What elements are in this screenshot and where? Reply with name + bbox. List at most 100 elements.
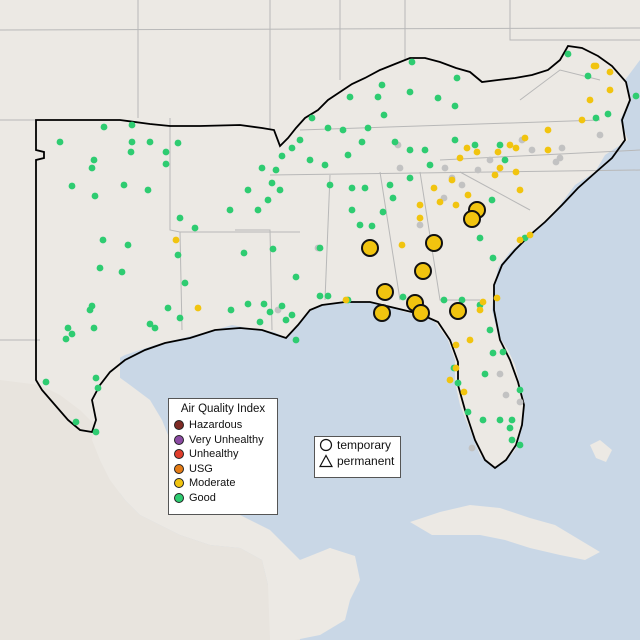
monitor-good[interactable] <box>391 138 399 146</box>
monitor-good[interactable] <box>489 254 497 262</box>
monitor-good[interactable] <box>62 335 70 343</box>
monitor-moderate[interactable] <box>172 236 180 244</box>
monitor-good[interactable] <box>288 144 296 152</box>
monitor-good[interactable] <box>358 138 366 146</box>
monitor-good[interactable] <box>151 324 159 332</box>
monitor-good[interactable] <box>91 192 99 200</box>
monitor-nodata[interactable] <box>474 166 482 174</box>
monitor-moderate[interactable] <box>544 126 552 134</box>
monitor-good[interactable] <box>464 408 472 416</box>
monitor-good[interactable] <box>276 186 284 194</box>
monitor-good[interactable] <box>296 136 304 144</box>
monitor-good[interactable] <box>374 93 382 101</box>
monitor-good[interactable] <box>380 111 388 119</box>
monitor-good[interactable] <box>272 166 280 174</box>
monitor-good[interactable] <box>240 249 248 257</box>
monitor-moderate[interactable] <box>456 154 464 162</box>
temporary-monitor[interactable] <box>425 234 443 252</box>
monitor-good[interactable] <box>501 156 509 164</box>
monitor-good[interactable] <box>348 184 356 192</box>
monitor-good[interactable] <box>308 114 316 122</box>
monitor-good[interactable] <box>508 416 516 424</box>
monitor-good[interactable] <box>516 441 524 449</box>
monitor-good[interactable] <box>176 214 184 222</box>
monitor-moderate[interactable] <box>452 364 460 372</box>
monitor-good[interactable] <box>458 296 466 304</box>
monitor-good[interactable] <box>399 293 407 301</box>
monitor-moderate[interactable] <box>452 201 460 209</box>
monitor-good[interactable] <box>408 58 416 66</box>
monitor-good[interactable] <box>451 136 459 144</box>
monitor-good[interactable] <box>508 436 516 444</box>
monitor-nodata[interactable] <box>441 164 449 172</box>
monitor-moderate[interactable] <box>496 164 504 172</box>
monitor-good[interactable] <box>278 302 286 310</box>
monitor-moderate[interactable] <box>590 62 598 70</box>
monitor-good[interactable] <box>264 196 272 204</box>
monitor-good[interactable] <box>127 148 135 156</box>
monitor-good[interactable] <box>364 124 372 132</box>
monitor-moderate[interactable] <box>464 191 472 199</box>
monitor-moderate[interactable] <box>342 296 350 304</box>
monitor-moderate[interactable] <box>476 306 484 314</box>
monitor-good[interactable] <box>476 234 484 242</box>
monitor-good[interactable] <box>406 174 414 182</box>
monitor-good[interactable] <box>321 161 329 169</box>
monitor-good[interactable] <box>266 308 274 316</box>
monitor-good[interactable] <box>282 316 290 324</box>
monitor-moderate[interactable] <box>606 68 614 76</box>
monitor-nodata[interactable] <box>558 144 566 152</box>
monitor-good[interactable] <box>499 348 507 356</box>
monitor-good[interactable] <box>174 139 182 147</box>
monitor-good[interactable] <box>426 161 434 169</box>
monitor-good[interactable] <box>86 306 94 314</box>
monitor-good[interactable] <box>356 221 364 229</box>
monitor-good[interactable] <box>128 121 136 129</box>
monitor-good[interactable] <box>486 326 494 334</box>
monitor-moderate[interactable] <box>586 96 594 104</box>
monitor-good[interactable] <box>56 138 64 146</box>
monitor-good[interactable] <box>389 194 397 202</box>
monitor-good[interactable] <box>268 179 276 187</box>
monitor-moderate[interactable] <box>544 146 552 154</box>
monitor-moderate[interactable] <box>452 341 460 349</box>
monitor-good[interactable] <box>260 300 268 308</box>
monitor-good[interactable] <box>162 148 170 156</box>
monitor-good[interactable] <box>181 279 189 287</box>
monitor-good[interactable] <box>496 141 504 149</box>
monitor-nodata[interactable] <box>552 158 560 166</box>
monitor-moderate[interactable] <box>516 236 524 244</box>
monitor-good[interactable] <box>144 186 152 194</box>
monitor-nodata[interactable] <box>486 156 494 164</box>
monitor-good[interactable] <box>176 314 184 322</box>
monitor-good[interactable] <box>68 182 76 190</box>
monitor-nodata[interactable] <box>458 181 466 189</box>
monitor-good[interactable] <box>191 224 199 232</box>
monitor-good[interactable] <box>632 92 640 100</box>
monitor-nodata[interactable] <box>596 131 604 139</box>
monitor-good[interactable] <box>516 386 524 394</box>
monitor-nodata[interactable] <box>468 444 476 452</box>
temporary-monitor[interactable] <box>376 283 394 301</box>
monitor-good[interactable] <box>471 141 479 149</box>
monitor-moderate[interactable] <box>521 134 529 142</box>
monitor-moderate[interactable] <box>446 376 454 384</box>
monitor-nodata[interactable] <box>502 391 510 399</box>
monitor-good[interactable] <box>604 110 612 118</box>
monitor-good[interactable] <box>346 93 354 101</box>
monitor-moderate[interactable] <box>512 144 520 152</box>
monitor-good[interactable] <box>348 206 356 214</box>
monitor-good[interactable] <box>368 222 376 230</box>
monitor-good[interactable] <box>92 428 100 436</box>
monitor-good[interactable] <box>118 268 126 276</box>
monitor-moderate[interactable] <box>606 86 614 94</box>
monitor-nodata[interactable] <box>416 221 424 229</box>
monitor-good[interactable] <box>454 379 462 387</box>
monitor-good[interactable] <box>288 311 296 319</box>
monitor-good[interactable] <box>326 181 334 189</box>
monitor-good[interactable] <box>339 126 347 134</box>
monitor-good[interactable] <box>316 244 324 252</box>
monitor-good[interactable] <box>64 324 72 332</box>
monitor-good[interactable] <box>489 349 497 357</box>
